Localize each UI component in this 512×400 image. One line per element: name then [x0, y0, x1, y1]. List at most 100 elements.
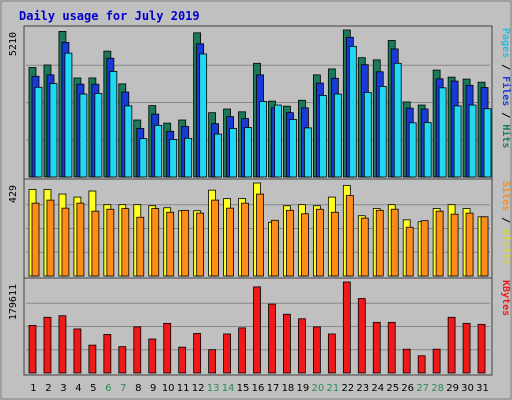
bar-sites-day-27 [420, 220, 429, 277]
bar-kbytes-day-4 [73, 328, 82, 374]
bar-sites-day-1 [31, 202, 40, 277]
bar-kbytes-day-13 [208, 349, 217, 374]
bar-pages-day-1 [34, 86, 43, 178]
day-label-31: 31 [476, 383, 489, 394]
bar-kbytes-day-23 [357, 298, 366, 374]
day-label-4: 4 [75, 383, 81, 394]
bar-pages-day-14 [229, 128, 237, 178]
day-label-24: 24 [371, 383, 384, 394]
bar-pages-day-28 [438, 87, 447, 178]
bar-sites-day-19 [301, 213, 309, 277]
bar-pages-day-24 [378, 86, 387, 178]
day-label-10: 10 [162, 383, 175, 394]
bar-sites-day-30 [465, 212, 474, 277]
bar-kbytes-day-30 [462, 322, 471, 374]
bar-pages-day-16 [259, 100, 267, 178]
bar-pages-day-31 [483, 108, 492, 178]
bar-kbytes-day-16 [253, 286, 261, 374]
panel-visits_sites: 429 Sites / Visits [8, 178, 512, 279]
bar-pages-day-30 [468, 104, 477, 178]
bar-sites-day-26 [405, 226, 414, 277]
day-label-30: 30 [461, 383, 474, 394]
bar-pages-day-23 [363, 91, 372, 178]
bar-kbytes-day-11 [178, 346, 187, 374]
bar-sites-day-2 [46, 199, 55, 277]
bar-kbytes-day-7 [118, 346, 127, 374]
bar-sites-day-10 [166, 211, 175, 277]
bar-kbytes-day-15 [238, 327, 246, 374]
bar-kbytes-day-21 [327, 333, 336, 374]
bar-kbytes-day-3 [58, 315, 67, 374]
bar-pages-day-21 [333, 93, 342, 178]
panel-frame [23, 277, 493, 376]
bar-pages-day-9 [154, 124, 163, 178]
day-label-11: 11 [177, 383, 190, 394]
panel-kbytes: 179611 KBytes [8, 277, 511, 376]
bar-sites-day-3 [61, 207, 70, 277]
bar-pages-day-29 [453, 105, 462, 178]
bar-sites-day-7 [121, 208, 130, 277]
bar-pages-day-18 [289, 119, 297, 178]
bar-pages-day-10 [169, 139, 178, 178]
bar-kbytes-day-29 [447, 316, 456, 374]
label-part: / [500, 211, 511, 229]
panel-hits_files_pages: 5210 Pages / Files / Hits [8, 25, 512, 180]
bar-pages-day-25 [393, 62, 402, 178]
day-axis-labels: 1 2 3 4 5 6 7 8 9 10 11 12 13 14 15 16 17 18 19 20 21 22 23 24 2… [30, 383, 489, 394]
day-label-28: 28 [431, 383, 444, 394]
bar-sites-day-14 [226, 207, 234, 277]
bar-sites-day-17 [271, 219, 279, 277]
day-label-3: 3 [60, 383, 66, 394]
bar-kbytes-day-2 [43, 316, 52, 374]
label-part: Pages [500, 28, 511, 58]
chart-title: Daily usage for July 2019 [19, 9, 200, 23]
day-label-1: 1 [30, 383, 36, 394]
day-label-19: 19 [297, 383, 310, 394]
bar-sites-day-8 [136, 216, 145, 277]
bar-pages-day-17 [274, 104, 282, 178]
day-label-25: 25 [386, 383, 399, 394]
bar-kbytes-day-10 [163, 322, 172, 374]
bar-kbytes-day-5 [88, 344, 97, 374]
day-label-20: 20 [312, 383, 325, 394]
bar-sites-day-13 [211, 199, 220, 277]
bar-pages-day-15 [244, 127, 252, 178]
bar-pages-day-7 [124, 105, 133, 178]
label-part: KBytes [500, 280, 511, 316]
bar-sites-day-22 [345, 195, 354, 277]
bar-pages-day-22 [348, 45, 357, 178]
day-label-8: 8 [135, 383, 141, 394]
bar-sites-day-9 [151, 208, 160, 277]
y-max-label: 5210 [8, 32, 19, 56]
day-label-18: 18 [282, 383, 295, 394]
bar-sites-day-4 [76, 202, 85, 277]
bar-sites-day-31 [480, 216, 489, 277]
bar-pages-day-3 [64, 52, 73, 178]
right-series-label: Sites / Visits [500, 181, 512, 265]
y-max-label: 179611 [8, 284, 19, 320]
bar-sites-day-23 [360, 217, 369, 277]
day-label-16: 16 [252, 383, 265, 394]
bar-pages-day-19 [304, 127, 312, 178]
label-part: Visits [500, 229, 512, 265]
label-part: Files [500, 76, 512, 106]
bar-pages-day-27 [423, 122, 432, 178]
day-label-13: 13 [207, 383, 220, 394]
label-part: / [500, 58, 511, 76]
bar-pages-day-5 [94, 93, 103, 178]
bar-kbytes-day-14 [223, 333, 231, 374]
day-label-14: 14 [222, 383, 235, 394]
bar-kbytes-day-27 [417, 355, 426, 374]
day-label-22: 22 [341, 383, 354, 394]
bar-pages-day-26 [408, 122, 417, 178]
bar-sites-day-6 [106, 208, 115, 277]
bar-kbytes-day-28 [432, 348, 441, 374]
bar-kbytes-day-18 [283, 313, 291, 374]
bar-kbytes-day-9 [148, 338, 157, 374]
bar-sites-day-20 [315, 208, 324, 277]
day-label-29: 29 [446, 383, 459, 394]
right-series-label: Pages / Files / Hits [500, 28, 512, 148]
day-label-6: 6 [105, 383, 111, 394]
